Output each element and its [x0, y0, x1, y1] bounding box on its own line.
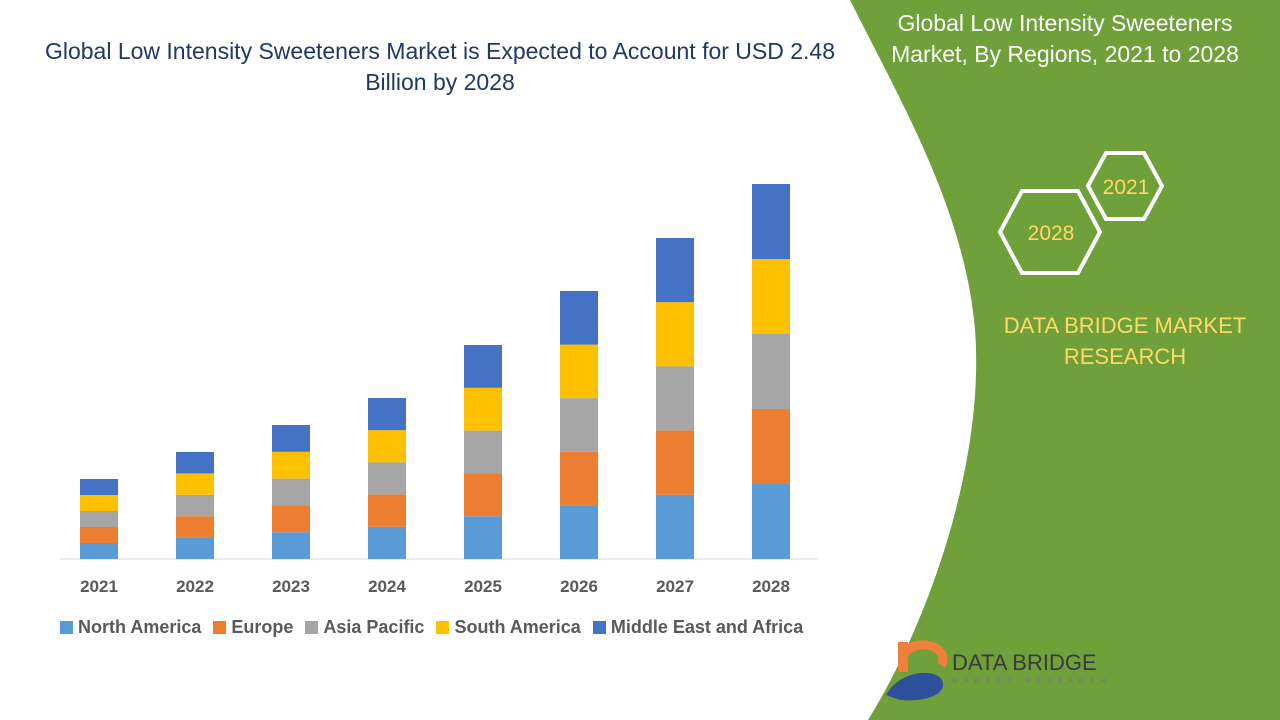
side-title: Global Low Intensity Sweeteners Market, …: [891, 10, 1239, 67]
bar-segment-2022: [176, 452, 214, 474]
bar-segment-2025: [464, 430, 502, 474]
legend-item: North America: [60, 617, 201, 638]
bar-segment-2021: [80, 495, 118, 511]
bar-segment-2024: [368, 462, 406, 495]
bar-segment-2024: [368, 494, 406, 527]
bar-segment-2028: [752, 409, 790, 484]
bar-segment-2023: [272, 532, 310, 559]
bar-segment-2023: [272, 425, 310, 452]
bar-segment-2021: [80, 511, 118, 527]
legend-label: Middle East and Africa: [610, 617, 804, 637]
bar-segment-2027: [656, 366, 694, 431]
bar-segment-2027: [656, 494, 694, 559]
bar-segment-2022: [176, 473, 214, 495]
hexagon-2021-icon: [1085, 151, 1165, 221]
bar-segment-2024: [368, 526, 406, 559]
bar-segment-2023: [272, 505, 310, 533]
legend-item: Asia Pacific: [305, 617, 424, 638]
legend-label: North America: [78, 617, 202, 637]
x-tick-label: 2025: [464, 577, 502, 596]
legend-label: Asia Pacific: [323, 617, 425, 637]
legend-item: Middle East and Africa: [592, 617, 804, 638]
bar-segment-2026: [560, 451, 598, 506]
bar-segment-2025: [464, 473, 502, 517]
legend-label: Europe: [231, 617, 294, 637]
bar-segment-2026: [560, 398, 598, 452]
x-tick-label: 2026: [560, 577, 598, 596]
bar-segment-2024: [368, 398, 406, 431]
bar-segment-2021: [80, 479, 118, 495]
x-tick-label: 2022: [176, 577, 214, 596]
bar-segment-2022: [176, 516, 214, 538]
brand-text: DATA BRIDGE MARKET RESEARCH: [1003, 313, 1247, 369]
logo-icon: [886, 640, 948, 701]
bar-segment-2022: [176, 494, 214, 517]
legend-swatch: [436, 621, 450, 634]
x-tick-label: 2027: [656, 577, 694, 596]
bar-segment-2027: [656, 302, 694, 367]
hexagon-2028-icon: [997, 189, 1103, 275]
bar-segment-2024: [368, 430, 406, 463]
bar-segment-2027: [656, 238, 694, 303]
bar-segment-2026: [560, 505, 598, 559]
bar-segment-2021: [80, 527, 118, 543]
legend-swatch: [592, 621, 606, 634]
bar-segment-2025: [464, 387, 502, 431]
legend-swatch: [60, 621, 73, 634]
green-panel: [850, 0, 1280, 720]
x-tick-label: 2023: [272, 577, 310, 596]
bar-segment-2028: [752, 184, 790, 259]
legend: North America Europe Asia Pacific South …: [60, 617, 803, 638]
hex-label-2021: 2021: [1103, 176, 1150, 199]
bar-segment-2026: [560, 344, 598, 399]
bar-segment-2021: [80, 543, 118, 559]
bar-segment-2026: [560, 291, 598, 345]
x-tick-labels: 2021 2022 2023 2024 2025 2026 2027 2028: [80, 577, 790, 596]
legend-swatch: [213, 621, 227, 634]
legend-item: South America: [436, 617, 581, 638]
legend-item: Europe: [213, 617, 293, 638]
logo-subtext: MARKET RESEARCH: [952, 678, 1112, 685]
hex-label-2028: 2028: [1028, 222, 1075, 245]
bar-segment-2025: [464, 516, 502, 559]
bar-segment-2027: [656, 430, 694, 495]
x-tick-label: 2028: [752, 577, 790, 596]
x-tick-label: 2024: [368, 577, 406, 596]
chart-title: Global Low Intensity Sweeteners Market i…: [44, 38, 836, 95]
bar-segment-2023: [272, 451, 310, 479]
x-tick-label: 2021: [80, 577, 118, 596]
legend-label: South America: [454, 617, 581, 637]
bar-segment-2028: [752, 334, 790, 409]
bar-segment-2025: [464, 345, 502, 388]
bar-segment-2022: [176, 537, 214, 559]
bars: [80, 184, 790, 559]
bar-segment-2028: [752, 259, 790, 334]
bar-segment-2028: [752, 484, 790, 559]
legend-swatch: [305, 621, 319, 634]
bar-segment-2023: [272, 478, 310, 506]
logo-text: DATA BRIDGE: [952, 650, 1097, 675]
